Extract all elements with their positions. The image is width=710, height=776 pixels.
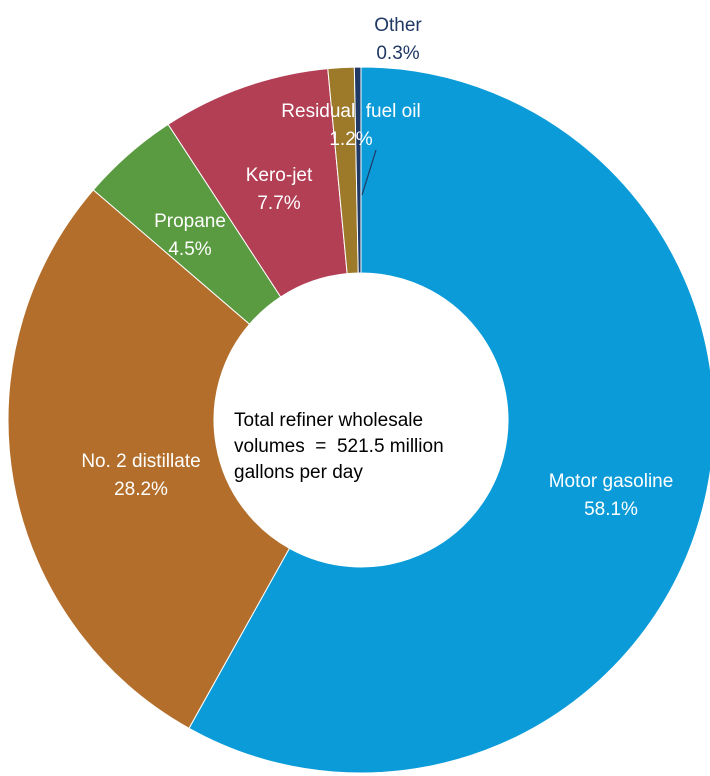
label-kero-jet: Kero-jet: [246, 165, 313, 186]
center-text-line: Total refiner wholesale: [234, 410, 423, 431]
value-label-no-2-distillate: 28.2%: [114, 479, 168, 500]
slice-other: [353, 66, 362, 274]
slice-motor-gasoline: [188, 66, 710, 774]
label-motor-gasoline: Motor gasoline: [549, 471, 674, 492]
center-label: Total refiner wholesale volumes = 521.5 m…: [234, 410, 444, 483]
slice-no-2-distillate: [7, 189, 291, 729]
label-other: Other: [374, 15, 422, 36]
label-no-2-distillate: No. 2 distillate: [81, 451, 200, 472]
center-text-line: gallons per day: [234, 462, 363, 483]
value-label-motor-gasoline: 58.1%: [584, 499, 638, 520]
leader-line-other: [361, 149, 377, 196]
value-label-kero-jet: 7.7%: [257, 193, 300, 214]
label-propane: Propane: [154, 211, 226, 232]
value-label-other: 0.3%: [376, 43, 419, 64]
value-label-residual-fuel-oil: 1.2%: [329, 129, 372, 150]
label-residual-fuel-oil: Residual fuel oil: [281, 101, 420, 122]
value-label-propane: 4.5%: [168, 239, 211, 260]
center-text-line: volumes = 521.5 million: [234, 436, 444, 457]
